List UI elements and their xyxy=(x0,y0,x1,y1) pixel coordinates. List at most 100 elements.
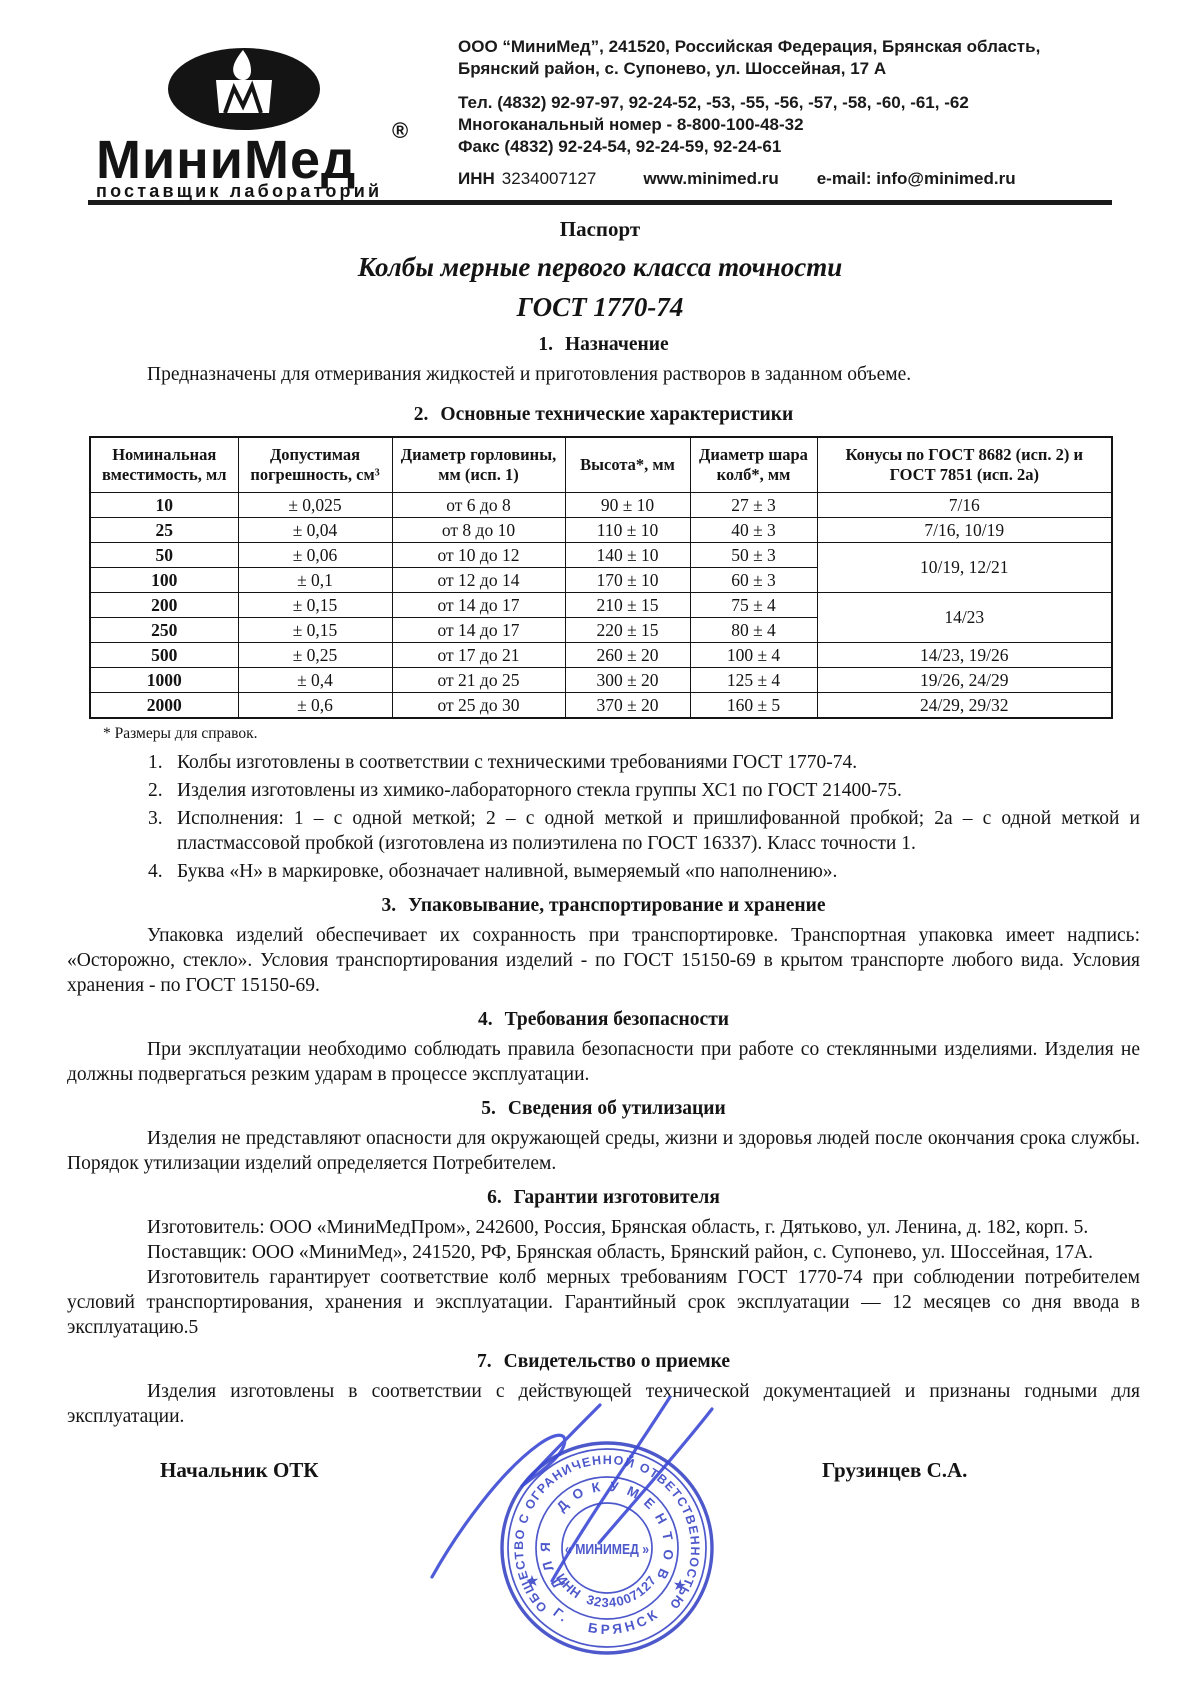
list-item: 4. Буква «Н» в маркировке, обозначает нал… xyxy=(148,859,1140,884)
cell-sphere: 160 ± 5 xyxy=(689,692,818,719)
table-row: 250 ± 0,15 от 14 до 17 220 ± 15 80 ± 4 xyxy=(89,617,1112,643)
table-header-row: Номинальная вместимость, мл Допустимая п… xyxy=(89,436,1113,493)
header-divider xyxy=(88,200,1112,205)
inn-row: ИНН 3234007127 www.minimed.ru e-mail: in… xyxy=(458,168,1138,190)
company-phones: Тел. (4832) 92-97-97, 92-24-52, -53, -55… xyxy=(458,92,1138,158)
inn-label: ИНН xyxy=(458,169,495,188)
stamp-inn-text: ИНН 3234007127 xyxy=(553,1571,659,1610)
cell-sphere: 60 ± 3 xyxy=(689,567,818,593)
minimed-logo-graphic: МиниМед ® поставщик лабораторий xyxy=(96,48,408,201)
cell-neck: от 12 до 14 xyxy=(391,567,566,593)
section-1-title: Назначение xyxy=(564,334,669,355)
cell-cone: 19/26, 24/29 xyxy=(816,667,1113,693)
list-item-number: 4. xyxy=(148,861,163,882)
section-7-heading: 7. Свидетельство о приемке xyxy=(67,1348,1140,1375)
section-5-paragraph: Изделия не представляют опасности для ок… xyxy=(67,1128,1140,1174)
cell-neck: от 14 до 17 xyxy=(391,592,566,618)
section-3-title: Упаковывание, транспортирование и хранен… xyxy=(408,895,826,916)
col-header-volume: Номинальная вместимость, мл xyxy=(89,436,239,493)
table-row: 25 ± 0,04 от 8 до 10 110 ± 10 40 ± 3 7/1… xyxy=(89,517,1113,543)
cell-height: 300 ± 20 xyxy=(564,667,691,693)
cell-height: 140 ± 10 xyxy=(564,542,691,568)
cell-height: 170 ± 10 xyxy=(564,567,691,593)
phone-line-1: Тел. (4832) 92-97-97, 92-24-52, -53, -55… xyxy=(458,93,969,112)
cell-error: ± 0,025 xyxy=(237,492,393,518)
logo-tagline: поставщик лабораторий xyxy=(96,181,382,201)
cell-neck: от 25 до 30 xyxy=(391,692,566,719)
section-5-heading: 5. Сведения об утилизации xyxy=(67,1095,1140,1122)
company-email: e-mail: info@minimed.ru xyxy=(816,169,1016,188)
list-item-number: 1. xyxy=(148,752,163,773)
col-header-cones: Конусы по ГОСТ 8682 (исп. 2) и ГОСТ 7851… xyxy=(816,436,1113,493)
cell-height: 210 ± 15 xyxy=(564,592,691,618)
technical-notes-list: 1. Колбы изготовлены в соответствии с тех… xyxy=(0,750,1200,884)
document-type-title: Паспорт xyxy=(559,217,641,241)
cell-sphere: 100 ± 4 xyxy=(689,642,818,668)
company-logo: МиниМед ® поставщик лабораторий xyxy=(92,20,422,202)
letterhead: МиниМед ® поставщик лабораторий ООО “Мин… xyxy=(0,0,1200,202)
section-7-paragraph: Изделия изготовлены в соответствии с дей… xyxy=(67,1381,1140,1427)
cell-volume: 10 xyxy=(89,492,239,518)
section-7-number: 7. xyxy=(476,1351,492,1372)
cell-neck: от 6 до 8 xyxy=(391,492,566,518)
company-stamp: ОБЩЕСТВО С ОГРАНИЧЕННОЙ ОТВЕТСТВЕННОСТЬЮ… xyxy=(430,1395,714,1655)
cell-height: 220 ± 15 xyxy=(564,617,691,643)
section-2-number: 2. xyxy=(413,404,429,425)
section-4-heading: 4. Требования безопасности xyxy=(67,1006,1140,1033)
cell-error: ± 0,1 xyxy=(237,567,393,593)
col-header-neck: Диаметр горловины, мм (исп. 1) xyxy=(391,436,566,493)
company-address: ООО “МиниМед”, 241520, Российская Федера… xyxy=(458,36,1138,80)
phone-line-2: Многоканальный номер - 8-800-100-48-32 xyxy=(458,115,804,134)
section-2-title: Основные технические характеристики xyxy=(440,404,794,425)
section-4-paragraph: При эксплуатации необходимо соблюдать пр… xyxy=(67,1039,1140,1085)
section-4-title: Требования безопасности xyxy=(504,1009,730,1030)
cell-height: 370 ± 20 xyxy=(564,692,691,719)
table-row: 200 ± 0,15 от 14 до 17 210 ± 15 75 ± 4 1… xyxy=(89,592,1113,643)
address-line-1: ООО “МиниМед”, 241520, Российская Федера… xyxy=(458,37,1041,56)
cell-cone: 7/16 xyxy=(816,492,1113,518)
candle-icon xyxy=(216,50,272,114)
stamp-center-name: « МИНИМЕД » xyxy=(565,1542,649,1558)
cell-volume: 2000 xyxy=(89,692,239,719)
section-3-heading: 3. Упаковывание, транспортирование и хран… xyxy=(67,892,1140,919)
section-3-paragraph: Упаковка изделий обеспечивает их сохранн… xyxy=(67,925,1140,996)
section-4-number: 4. xyxy=(477,1009,493,1030)
list-item-text: Исполнения: 1 – с одной меткой; 2 – с од… xyxy=(177,808,1140,854)
cell-height: 90 ± 10 xyxy=(564,492,691,518)
gost-standard-title: ГОСТ 1770-74 xyxy=(516,292,684,322)
cell-cone: 14/23, 19/26 xyxy=(816,642,1113,668)
registered-mark: ® xyxy=(392,118,408,143)
section-6-paragraph-supplier: Поставщик: ООО «МиниМед», 241520, РФ, Бр… xyxy=(147,1242,1093,1263)
section-6-title: Гарантии изготовителя xyxy=(513,1187,720,1208)
cell-error: ± 0,15 xyxy=(237,592,393,618)
cell-error: ± 0,4 xyxy=(237,667,393,693)
cell-volume: 50 xyxy=(89,542,239,568)
signatory-name: Грузинцев С.А. xyxy=(822,1458,968,1482)
cell-neck: от 14 до 17 xyxy=(391,617,566,643)
logo-brand-text: МиниМед xyxy=(96,130,356,190)
list-item-number: 2. xyxy=(148,780,163,801)
signatory-position: Начальник ОТК xyxy=(160,1458,319,1482)
table-row: 1000 ± 0,4 от 21 до 25 300 ± 20 125 ± 4 … xyxy=(89,667,1113,693)
table-footnote: * Размеры для справок. xyxy=(103,725,258,742)
specifications-table: Номинальная вместимость, мл Допустимая п… xyxy=(89,436,1113,719)
cell-error: ± 0,06 xyxy=(237,542,393,568)
section-6-heading: 6. Гарантии изготовителя xyxy=(67,1184,1140,1211)
table-row: 2000 ± 0,6 от 25 до 30 370 ± 20 160 ± 5 … xyxy=(89,692,1113,719)
cell-sphere: 80 ± 4 xyxy=(689,617,818,643)
section-1-paragraph: Предназначены для отмеривания жидкостей … xyxy=(147,364,912,385)
handwritten-signature xyxy=(430,1395,714,1583)
list-item: 3. Исполнения: 1 – с одной меткой; 2 – с … xyxy=(148,806,1140,856)
section-5-title: Сведения об утилизации xyxy=(507,1098,726,1119)
company-contact-block: ООО “МиниМед”, 241520, Российская Федера… xyxy=(458,36,1138,190)
cell-volume: 500 xyxy=(89,642,239,668)
cell-error: ± 0,25 xyxy=(237,642,393,668)
cell-cone: 7/16, 10/19 xyxy=(816,517,1113,543)
cell-sphere: 125 ± 4 xyxy=(689,667,818,693)
list-item: 2. Изделия изготовлены из химико-лаборато… xyxy=(148,778,1140,803)
section-3-number: 3. xyxy=(381,895,397,916)
cell-volume: 1000 xyxy=(89,667,239,693)
table-row: 500 ± 0,25 от 17 до 21 260 ± 20 100 ± 4 … xyxy=(89,642,1113,668)
section-6-number: 6. xyxy=(487,1187,502,1208)
